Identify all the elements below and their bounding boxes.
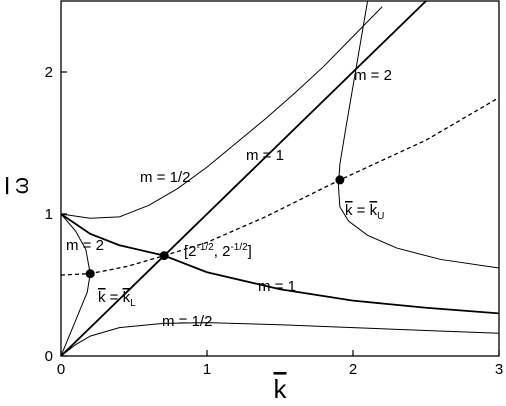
curve bbox=[61, 96, 499, 276]
annotation-part: m = 1 bbox=[246, 147, 284, 164]
annotation-part: k bbox=[98, 289, 106, 306]
y-axis-label: ω bbox=[8, 177, 33, 194]
y-tick-label: 1 bbox=[45, 206, 53, 223]
plot-frame bbox=[60, 0, 500, 357]
annotation: k = kU bbox=[345, 202, 384, 222]
annotation-part: m = 1 bbox=[258, 278, 296, 295]
annotation-part: -1/2 bbox=[197, 242, 215, 253]
curve bbox=[61, 322, 499, 356]
annotation-part: m = 1/2 bbox=[140, 169, 190, 186]
annotation: m = 2 bbox=[66, 237, 104, 254]
annotation: [2-1/2, 2-1/2] bbox=[184, 242, 252, 260]
annotation-part: = bbox=[106, 289, 123, 306]
annotation-part: [2 bbox=[184, 243, 197, 260]
annotation-part: U bbox=[377, 211, 384, 222]
curve bbox=[61, 213, 91, 356]
annotation: m = 2 bbox=[354, 67, 392, 84]
annotation-part: = bbox=[353, 202, 370, 219]
curves bbox=[61, 1, 499, 356]
y-tick-label: 0 bbox=[45, 348, 53, 365]
point bbox=[159, 251, 169, 261]
curve bbox=[61, 1, 427, 356]
x-tick-label: 1 bbox=[203, 361, 211, 378]
annotation-part: k bbox=[123, 289, 131, 306]
annotation-part: m = 2 bbox=[66, 237, 104, 254]
annotation-part: k bbox=[370, 202, 378, 219]
x-axis-label: k bbox=[274, 374, 288, 404]
annotation-part: ] bbox=[248, 243, 252, 260]
x-tick-label: 3 bbox=[495, 361, 503, 378]
curve bbox=[61, 213, 499, 315]
annotation-part: , 2 bbox=[214, 243, 231, 260]
x-tick-label: 0 bbox=[57, 361, 65, 378]
annotation: m = 1/2 bbox=[162, 313, 212, 330]
annotation-part: m = 2 bbox=[354, 67, 392, 84]
annotation-part: -1/2 bbox=[230, 242, 248, 253]
curve bbox=[61, 6, 383, 219]
annotation-part: k bbox=[345, 202, 353, 219]
annotation: m = 1 bbox=[246, 147, 284, 164]
curve bbox=[337, 1, 499, 269]
annotation: k = kL bbox=[98, 289, 136, 309]
annotation: m = 1/2 bbox=[140, 169, 190, 186]
annotation: m = 1 bbox=[258, 278, 296, 295]
x-tick-label: 2 bbox=[349, 361, 357, 378]
annotation-part: m = 1/2 bbox=[162, 313, 212, 330]
annotation-part: L bbox=[130, 298, 136, 309]
point bbox=[335, 175, 345, 185]
point bbox=[85, 269, 95, 279]
y-tick-label: 2 bbox=[45, 64, 53, 81]
